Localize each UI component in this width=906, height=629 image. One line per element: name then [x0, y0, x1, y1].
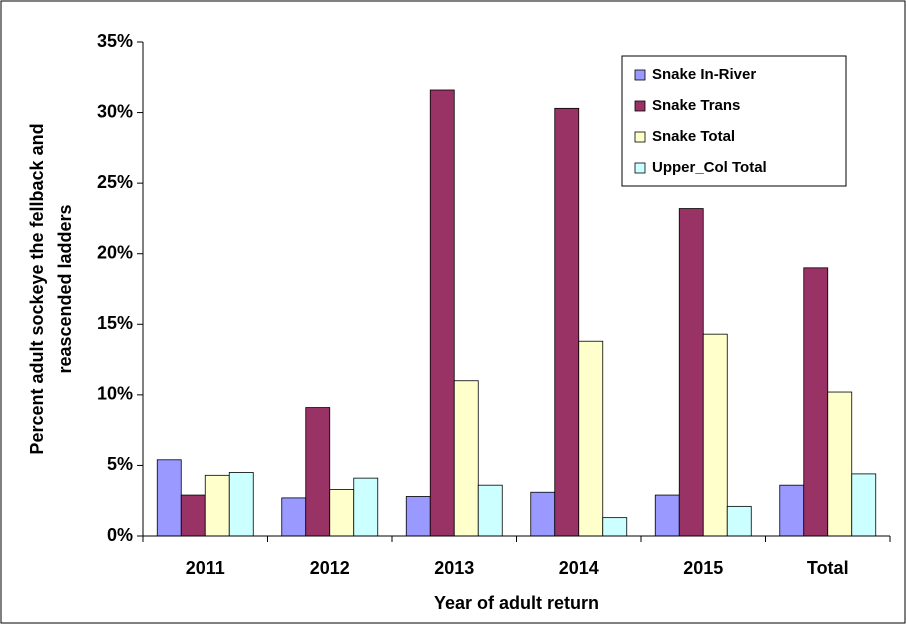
legend-label: Snake In-River: [652, 66, 756, 83]
bar: [726, 505, 752, 537]
bar: [827, 391, 853, 537]
bar: [353, 477, 379, 537]
bar: [156, 459, 182, 537]
bar: [329, 489, 355, 537]
legend-label: Snake Total: [652, 128, 735, 145]
bar: [305, 407, 331, 537]
x-tick-label: 2012: [310, 558, 350, 578]
y-tick-label: 15%: [97, 313, 133, 333]
bar: [281, 497, 307, 537]
bar: [654, 494, 680, 537]
bar: [228, 472, 254, 537]
bar: [678, 208, 704, 537]
bar: [851, 473, 877, 537]
bar: [180, 494, 206, 537]
bar: [429, 89, 455, 537]
y-tick-label: 25%: [97, 172, 133, 192]
x-tick-label: Total: [807, 558, 849, 578]
bar: [602, 517, 628, 537]
bar: [530, 491, 556, 537]
y-axis-label: reascended ladders: [55, 204, 75, 373]
legend-label: Snake Trans: [652, 97, 740, 114]
legend-swatch: [634, 162, 646, 174]
y-tick-label: 20%: [97, 242, 133, 262]
x-tick-label: 2011: [186, 558, 225, 578]
x-tick-label: 2014: [559, 558, 599, 578]
y-tick-label: 0%: [107, 525, 133, 545]
y-axis-label: Percent adult sockeye the fellback and: [27, 123, 47, 454]
legend-swatch: [634, 100, 646, 112]
x-axis-label: Year of adult return: [434, 593, 599, 613]
bar: [405, 496, 431, 537]
bar: [477, 484, 503, 537]
legend-box: [621, 55, 847, 187]
bar: [578, 340, 604, 537]
bar: [453, 380, 479, 537]
bar: [554, 107, 580, 537]
y-tick-label: 5%: [107, 454, 133, 474]
y-tick-label: 10%: [97, 384, 133, 404]
legend-label: Upper_Col Total: [652, 159, 767, 176]
bar: [803, 267, 829, 537]
x-tick-label: 2015: [683, 558, 723, 578]
legend-swatch: [634, 69, 646, 81]
y-tick-label: 35%: [97, 31, 133, 51]
x-tick-label: 2013: [434, 558, 474, 578]
bar: [779, 484, 805, 537]
bar: [702, 333, 728, 537]
y-tick-label: 30%: [97, 101, 133, 121]
bar: [204, 474, 230, 537]
legend-swatch: [634, 131, 646, 143]
